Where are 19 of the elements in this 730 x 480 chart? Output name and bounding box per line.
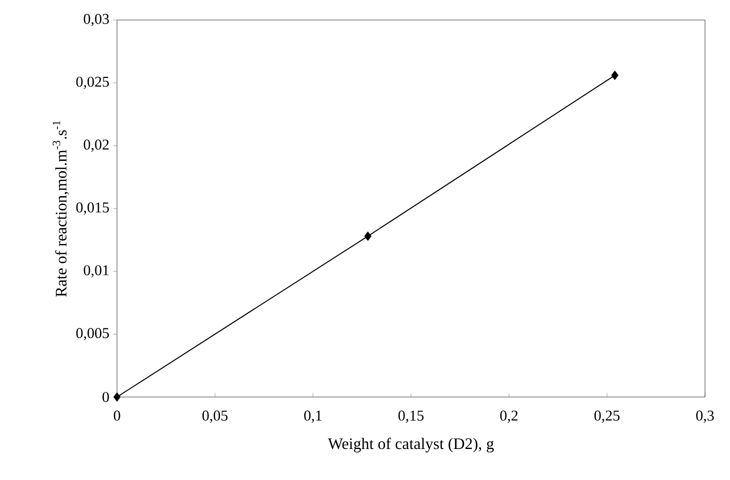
y-tick-label: 0,005 bbox=[76, 328, 109, 340]
x-tick-label: 0,1 bbox=[304, 410, 322, 423]
y-axis-title: Rate of reaction,mol.m$^{-3}$.s$^{-1}$ bbox=[52, 120, 69, 297]
x-tick-label: 0,3 bbox=[696, 410, 714, 423]
y-tick-label: 0 bbox=[102, 392, 109, 402]
y-tick-label: 0,02 bbox=[84, 140, 109, 152]
point bbox=[611, 70, 618, 80]
x-tick-label: 0,05 bbox=[202, 410, 228, 423]
x-tick-label: 0 bbox=[114, 410, 120, 421]
point bbox=[114, 392, 120, 402]
y-tick-label: 0,03 bbox=[84, 14, 109, 26]
y-tick-label: 0,015 bbox=[76, 202, 109, 215]
x-tick-label: 0,2 bbox=[500, 410, 518, 423]
point bbox=[364, 232, 372, 241]
x-tick-label: 0,25 bbox=[594, 410, 620, 423]
y-tick-label: 0,025 bbox=[76, 76, 109, 89]
x-tick-label: 0,15 bbox=[398, 410, 424, 423]
x-axis-title: Weight of catalyst (D2), g bbox=[328, 438, 494, 452]
y-tick-label: 0,01 bbox=[84, 265, 109, 278]
